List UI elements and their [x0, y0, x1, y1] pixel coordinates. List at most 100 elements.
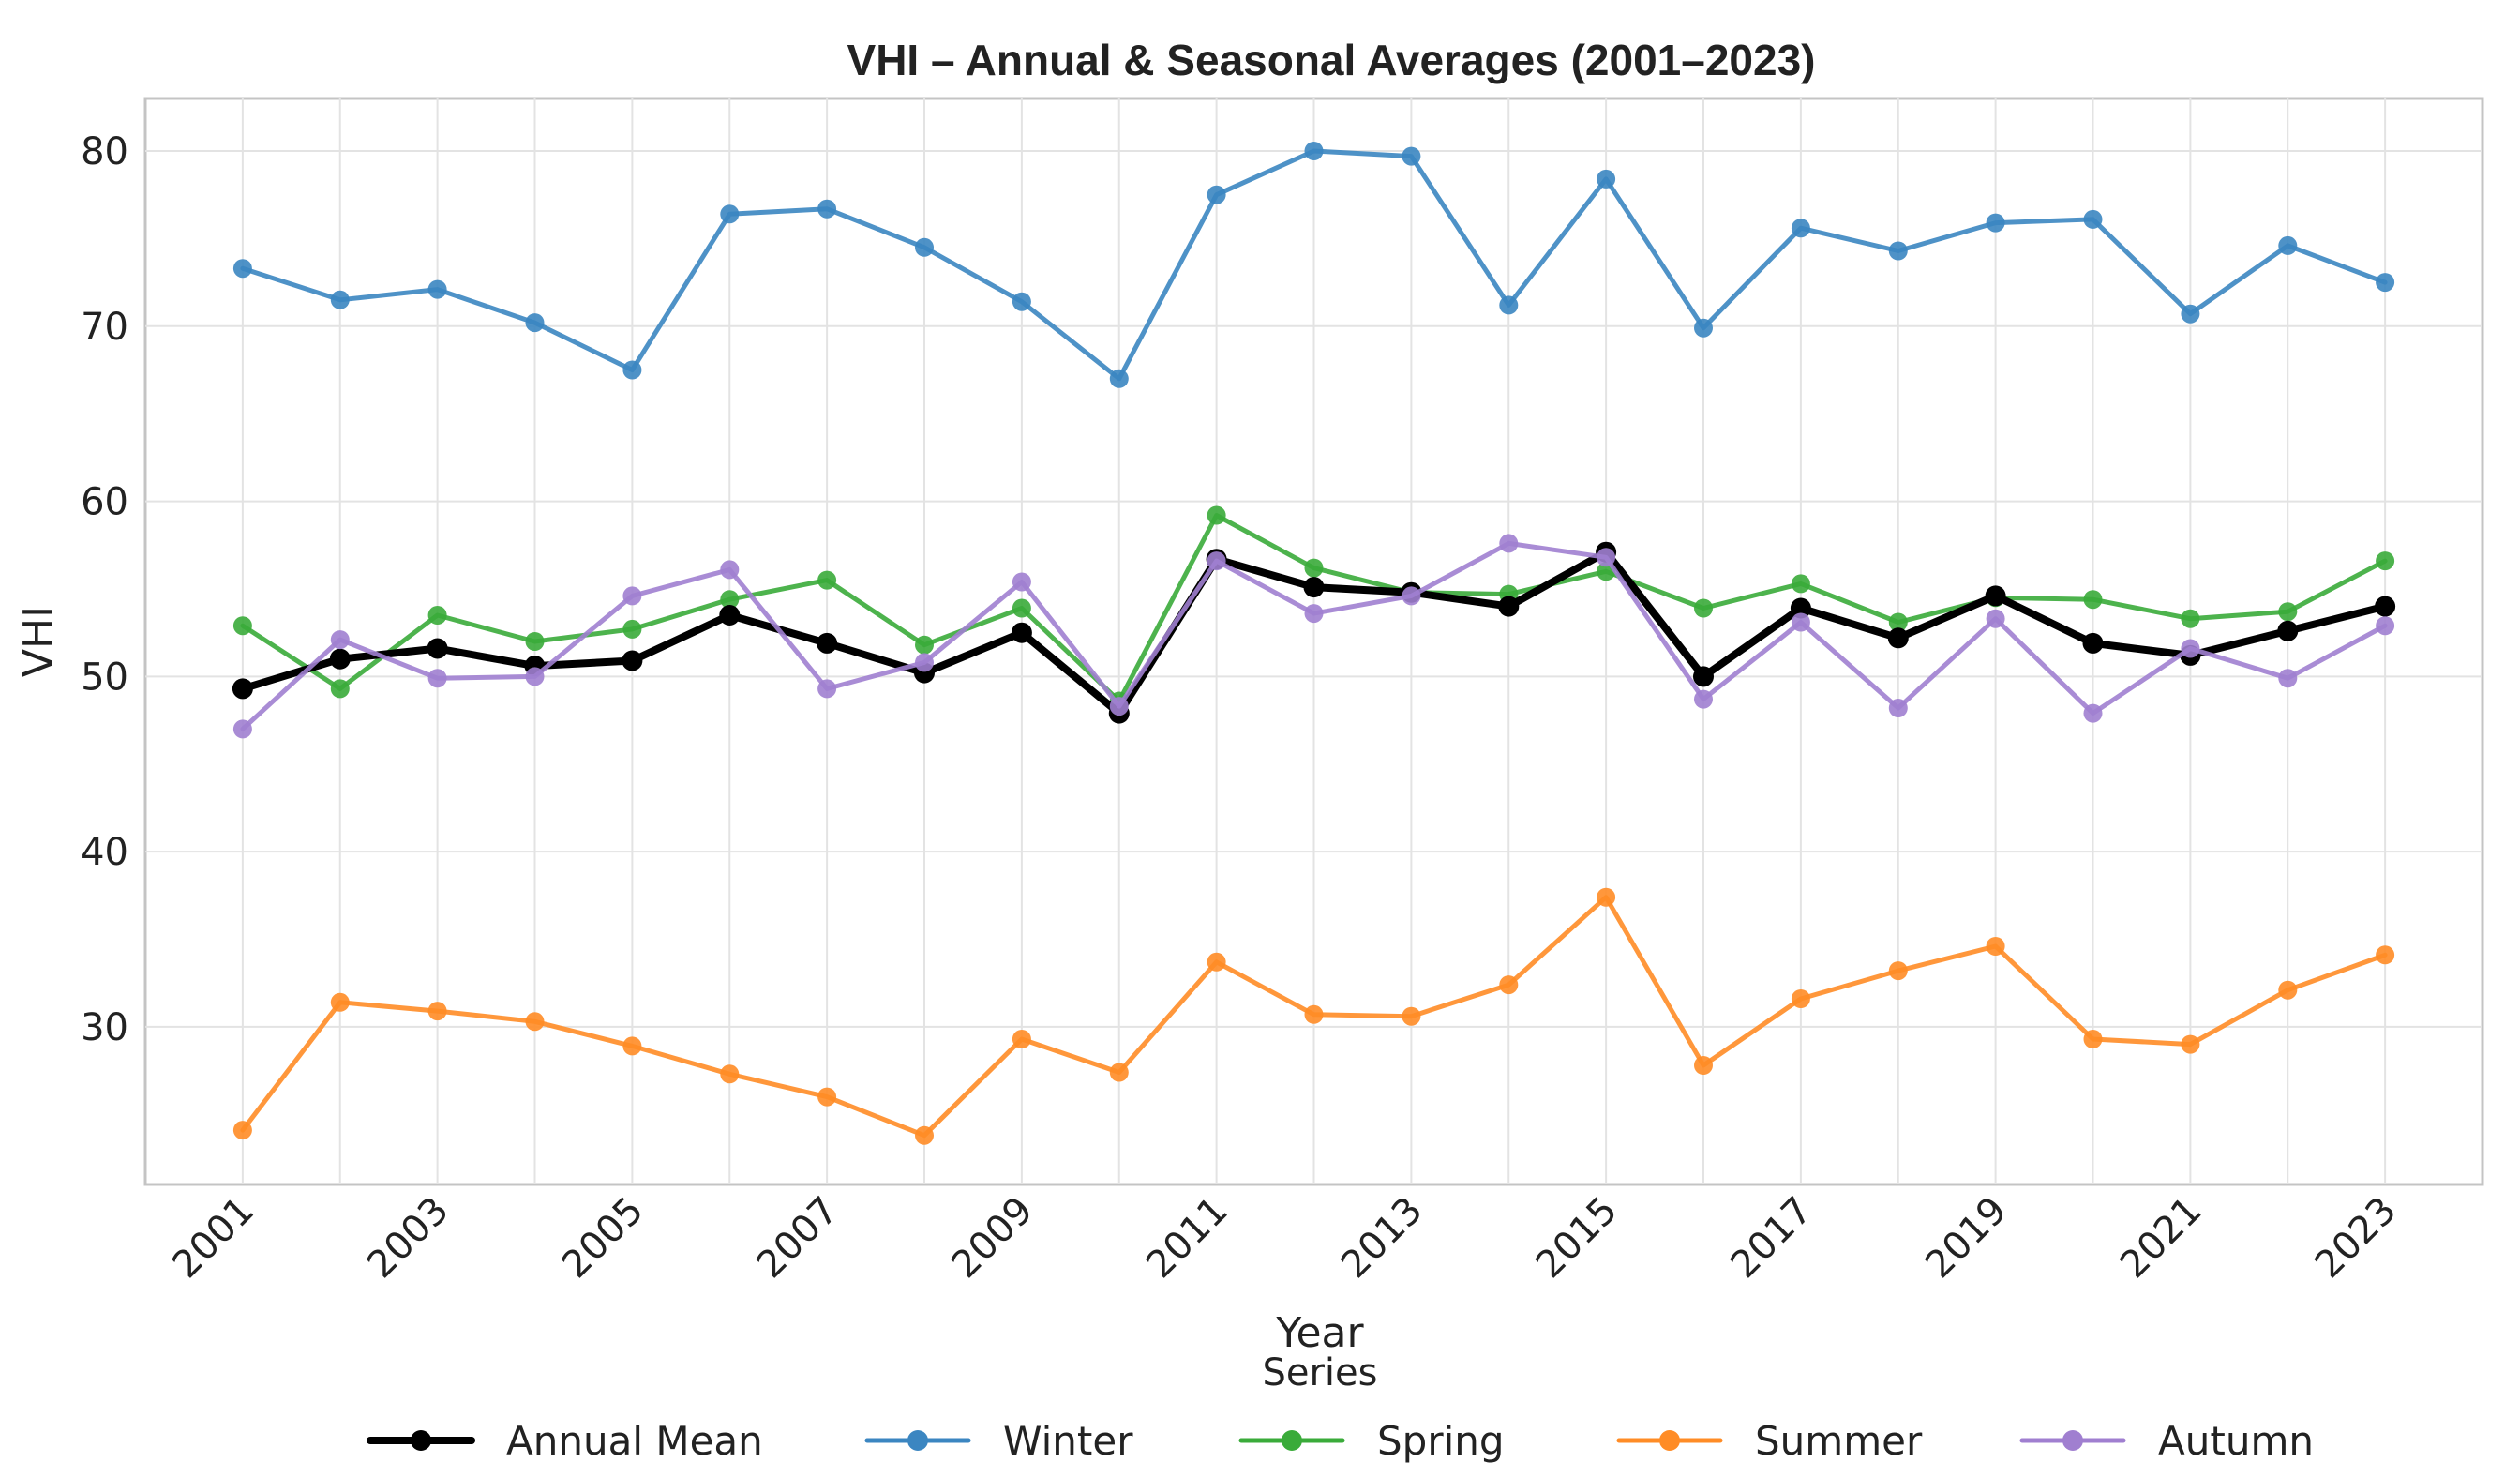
data-point-summer	[1694, 1056, 1713, 1075]
data-point-summer	[1304, 1004, 1324, 1024]
data-point-winter	[1986, 213, 2005, 233]
data-point-summer	[1986, 937, 2005, 956]
data-point-winter	[1694, 318, 1713, 338]
data-point-autumn	[818, 679, 837, 699]
data-point-autumn	[1109, 697, 1129, 716]
data-point-summer	[1499, 975, 1519, 995]
y-axis-label: VHI	[15, 606, 63, 677]
data-point-winter	[2083, 209, 2103, 229]
data-point-spring	[232, 616, 252, 636]
data-point-spring	[330, 679, 350, 699]
legend-label: Winter	[1003, 1418, 1133, 1464]
legend: Annual Mean Winter Spring Summer Autumn	[367, 1418, 2314, 1464]
chart-title: VHI – Annual & Seasonal Averages (2001–2…	[848, 36, 1816, 84]
data-point-spring	[2376, 551, 2395, 571]
data-point-summer	[1888, 961, 1908, 981]
data-point-winter	[1499, 295, 1519, 315]
data-point-spring	[1694, 598, 1713, 618]
data-point-autumn	[1597, 548, 1616, 567]
data-point-autumn	[428, 669, 447, 688]
data-point-spring	[428, 606, 447, 625]
data-point-summer	[1207, 952, 1226, 972]
y-tick-label: 50	[81, 656, 128, 699]
data-point-annual-mean	[1498, 596, 1520, 617]
data-point-spring	[1791, 574, 1810, 594]
data-point-winter	[1012, 292, 1031, 311]
data-point-autumn	[232, 719, 252, 739]
y-tick-label: 60	[81, 481, 128, 524]
y-tick-label: 70	[81, 306, 128, 349]
data-point-spring	[915, 635, 934, 655]
data-point-autumn	[1402, 586, 1421, 606]
data-point-autumn	[525, 667, 545, 686]
data-point-annual-mean	[719, 605, 741, 626]
data-point-winter	[2278, 235, 2298, 255]
series-summer	[232, 887, 2395, 1145]
data-point-spring	[1888, 612, 1908, 632]
legend-item-autumn: Autumn	[2019, 1418, 2314, 1464]
data-point-annual-mean	[232, 678, 253, 700]
legend-item-spring: Spring	[1238, 1418, 1505, 1464]
legend-item-winter: Winter	[864, 1418, 1133, 1464]
data-point-annual-mean	[2375, 596, 2396, 617]
data-point-annual-mean	[1887, 627, 1909, 649]
data-point-spring	[720, 590, 740, 610]
data-point-summer	[622, 1036, 642, 1056]
data-point-winter	[1207, 185, 1226, 204]
data-point-annual-mean	[1790, 597, 1811, 619]
legend-label: Annual Mean	[506, 1418, 763, 1464]
data-point-winter	[915, 237, 934, 257]
data-point-winter	[622, 360, 642, 380]
data-point-winter	[2376, 273, 2395, 293]
data-point-autumn	[330, 630, 350, 650]
data-point-winter	[1304, 142, 1324, 160]
legend-swatch-marker	[2062, 1430, 2083, 1451]
data-point-spring	[2181, 609, 2200, 628]
legend-label: Spring	[1377, 1418, 1505, 1464]
data-point-summer	[720, 1064, 740, 1084]
data-point-winter	[1888, 241, 1908, 261]
data-point-autumn	[1986, 609, 2005, 628]
data-point-winter	[232, 259, 252, 279]
data-point-winter	[2181, 304, 2200, 324]
data-point-summer	[2278, 980, 2298, 1000]
legend-swatch-marker	[1659, 1430, 1680, 1451]
data-point-spring	[622, 619, 642, 639]
legend-item-summer: Summer	[1616, 1418, 1923, 1464]
data-point-winter	[525, 313, 545, 333]
data-point-summer	[2083, 1030, 2103, 1048]
data-point-winter	[720, 204, 740, 224]
data-point-autumn	[2181, 639, 2200, 658]
data-point-spring	[525, 632, 545, 651]
data-point-annual-mean	[2277, 620, 2299, 641]
data-point-summer	[1791, 989, 1810, 1008]
data-point-spring	[1207, 505, 1226, 525]
data-point-autumn	[915, 653, 934, 672]
data-point-annual-mean	[1985, 585, 2006, 607]
data-point-summer	[2376, 945, 2395, 965]
data-point-autumn	[720, 560, 740, 580]
y-tick-label: 80	[81, 130, 128, 173]
series-winter	[232, 142, 2395, 388]
data-point-autumn	[622, 586, 642, 606]
y-tick-label: 30	[81, 1006, 128, 1049]
data-point-autumn	[1888, 699, 1908, 717]
data-point-autumn	[2278, 669, 2298, 688]
y-tick-label: 40	[81, 831, 128, 874]
legend-label: Autumn	[2158, 1418, 2314, 1464]
legend-item-annual-mean: Annual Mean	[367, 1418, 763, 1464]
legend-swatch-marker	[1282, 1430, 1302, 1451]
data-point-winter	[1597, 169, 1616, 189]
y-axis-ticks: 30 40 50 60 70 80	[81, 130, 128, 1049]
data-point-spring	[1012, 598, 1031, 618]
legend-swatch-marker	[908, 1430, 928, 1451]
data-point-autumn	[1012, 572, 1031, 592]
data-point-autumn	[2083, 703, 2103, 723]
data-point-winter	[428, 279, 447, 299]
data-point-summer	[525, 1012, 545, 1032]
series-group	[232, 142, 2396, 1145]
data-point-summer	[1597, 887, 1616, 907]
data-point-spring	[2278, 602, 2298, 622]
data-point-annual-mean	[329, 648, 351, 670]
